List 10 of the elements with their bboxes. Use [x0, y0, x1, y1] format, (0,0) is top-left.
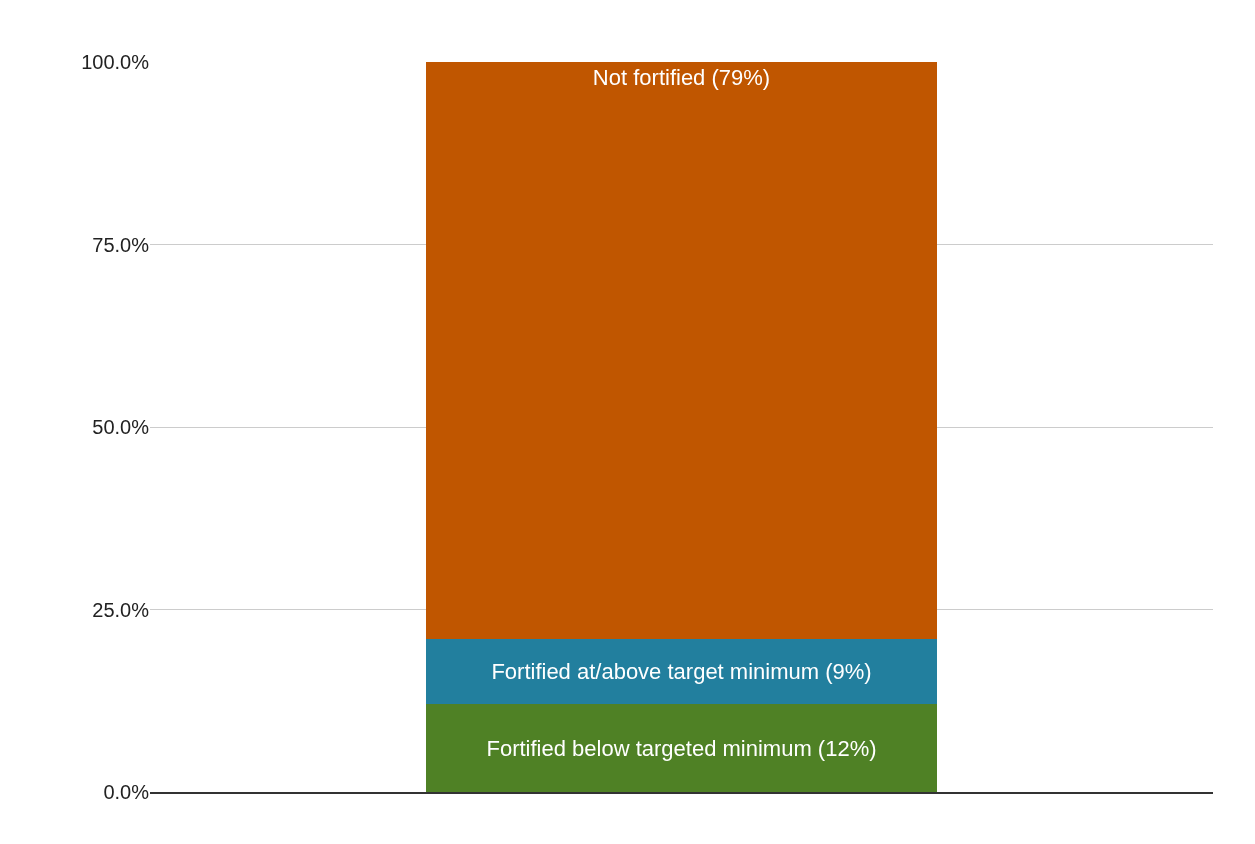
y-tick-label: 0.0%	[103, 781, 150, 803]
series-label: Fortified below targeted minimum (12%)	[486, 735, 877, 761]
series-label: Fortified at/above target minimum (9%)	[491, 659, 872, 685]
y-tick-label: 100.0%	[81, 51, 150, 73]
y-tick-label: 50.0%	[92, 416, 150, 438]
series-label: Not fortified (79%)	[592, 65, 771, 90]
bar	[426, 704, 937, 792]
y-tick-label: 75.0%	[92, 233, 150, 256]
bar	[426, 638, 937, 705]
y-tick-label: 25.0%	[92, 598, 150, 621]
